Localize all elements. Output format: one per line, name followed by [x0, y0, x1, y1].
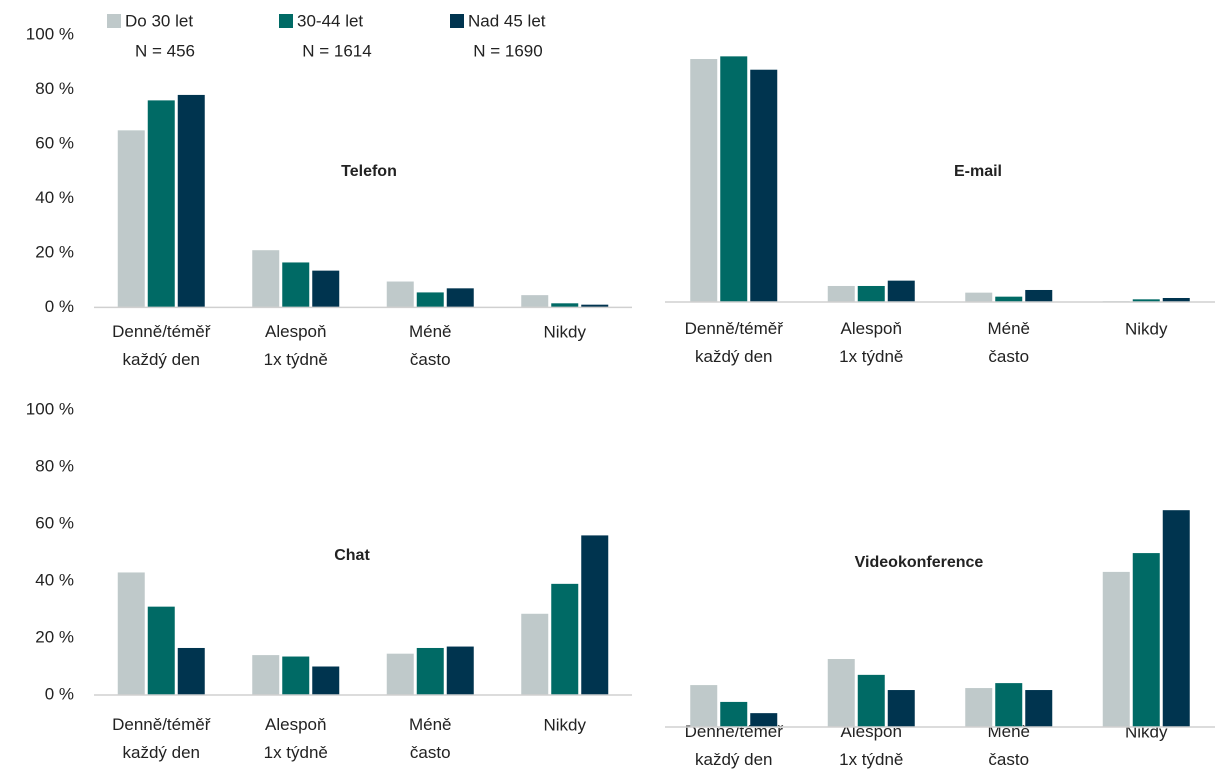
x-tick-label: Denně/téměř každý den [112, 322, 211, 369]
legend-swatch [107, 14, 121, 28]
legend-label: Nad 45 let [468, 11, 546, 30]
bar [965, 688, 993, 727]
bar [252, 655, 280, 695]
bar [551, 303, 579, 308]
bar [446, 288, 474, 308]
bar [827, 285, 855, 302]
bar [1102, 571, 1130, 727]
panel-title: Videokonference [855, 554, 984, 571]
bar [1025, 289, 1053, 302]
x-tick-label: Denně/téměř každý den [685, 722, 784, 769]
x-tick-label: Méně často [409, 715, 452, 762]
bar [1162, 297, 1190, 302]
bar [147, 606, 175, 695]
y-tick-label: 20 % [35, 627, 74, 646]
legend-label: Do 30 let [125, 11, 193, 30]
legend-swatch [450, 14, 464, 28]
x-tick-label: Méně často [987, 722, 1030, 769]
bar [177, 647, 205, 695]
bar [581, 304, 609, 308]
bar [965, 292, 993, 302]
y-tick-label: 100 % [26, 399, 74, 418]
bar [416, 292, 444, 308]
x-tick-label: Méně často [987, 319, 1030, 366]
panel-title: E-mail [954, 163, 1002, 180]
bar [521, 613, 549, 695]
legend-swatch [279, 14, 293, 28]
x-tick-label: Nikdy [543, 715, 586, 734]
x-tick-label: Alespoň 1x týdně [264, 715, 328, 762]
bar [690, 59, 718, 302]
bar [177, 94, 205, 308]
bar [446, 646, 474, 695]
bar [117, 130, 145, 308]
bar [551, 583, 579, 695]
y-tick-label: 0 % [45, 684, 74, 703]
y-tick-label: 60 % [35, 133, 74, 152]
bar [690, 685, 718, 727]
legend-note: N = 1614 [302, 41, 371, 60]
bar [1162, 510, 1190, 727]
bar [857, 285, 885, 302]
y-tick-label: 60 % [35, 513, 74, 532]
bar [720, 701, 748, 727]
bar [312, 666, 340, 695]
panel-title: Chat [334, 547, 370, 564]
panel-title: Telefon [341, 163, 397, 180]
bar [117, 572, 145, 695]
y-tick-label: 80 % [35, 79, 74, 98]
x-tick-label: Denně/téměř každý den [685, 319, 784, 366]
bar [1132, 553, 1160, 727]
x-tick-label: Nikdy [543, 322, 586, 341]
legend-note: N = 456 [135, 41, 195, 60]
bar [252, 250, 280, 308]
bar [1025, 690, 1053, 727]
y-tick-label: 40 % [35, 188, 74, 207]
bar [147, 100, 175, 308]
x-tick-label: Nikdy [1125, 319, 1168, 338]
legend-label: 30-44 let [297, 11, 363, 30]
bar [312, 270, 340, 308]
bar [857, 674, 885, 727]
y-tick-label: 20 % [35, 242, 74, 261]
bar [720, 56, 748, 302]
bar [995, 296, 1023, 302]
bar [386, 281, 414, 308]
bar [887, 280, 915, 302]
x-tick-label: Denně/téměř každý den [112, 715, 211, 762]
bar [750, 713, 778, 727]
bar [1132, 299, 1160, 302]
bar [386, 653, 414, 695]
x-tick-label: Alespoň 1x týdně [839, 319, 903, 366]
bar [416, 647, 444, 695]
bar [750, 69, 778, 303]
bar [995, 683, 1023, 727]
bar [887, 690, 915, 727]
y-tick-label: 40 % [35, 570, 74, 589]
y-tick-label: 100 % [26, 24, 74, 43]
bar [581, 535, 609, 695]
bar [521, 295, 549, 308]
x-tick-label: Alespoň 1x týdně [839, 722, 903, 769]
x-tick-label: Méně často [409, 322, 452, 369]
legend-note: N = 1690 [473, 41, 542, 60]
y-tick-label: 0 % [45, 297, 74, 316]
y-tick-label: 80 % [35, 456, 74, 475]
bar [282, 656, 310, 695]
bar [282, 262, 310, 308]
bar [827, 659, 855, 727]
x-tick-label: Alespoň 1x týdně [264, 322, 328, 369]
